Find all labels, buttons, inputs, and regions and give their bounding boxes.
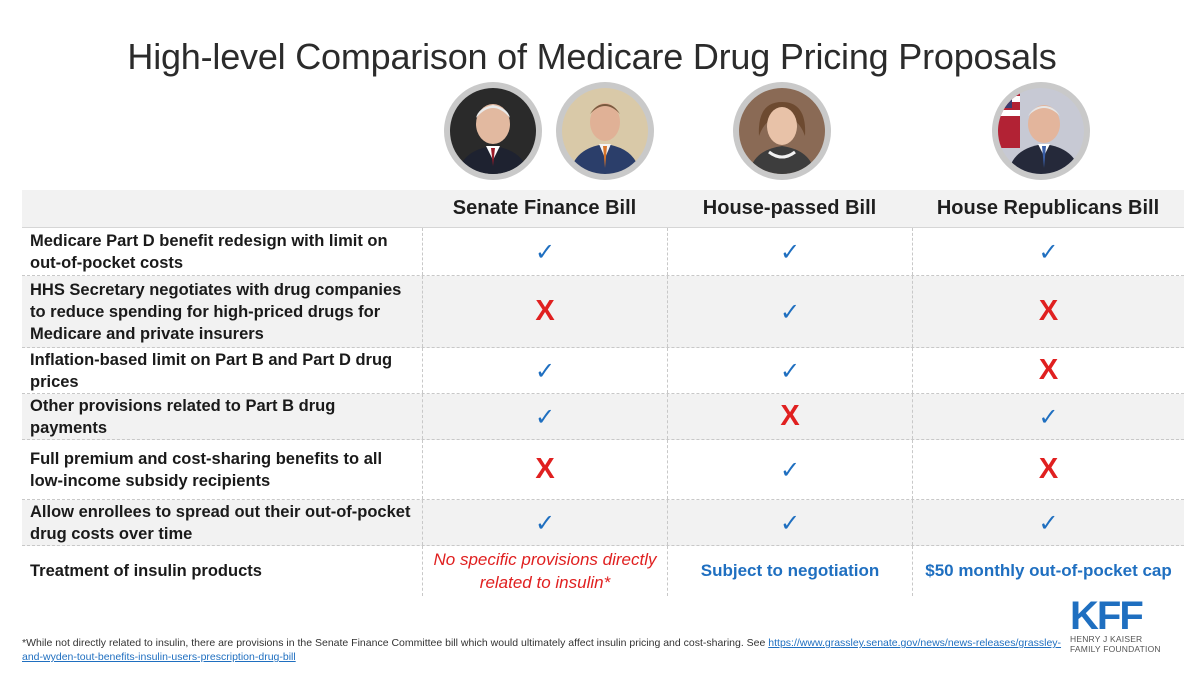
cell-text: No specific provisions directly related … — [422, 546, 667, 596]
cell-mark: X — [912, 440, 1184, 499]
cell-mark: X — [422, 276, 667, 347]
portrait-senator-1 — [444, 82, 542, 180]
cell-mark: X — [667, 394, 912, 439]
cell-mark: ✓ — [667, 348, 912, 393]
row-label: HHS Secretary negotiates with drug compa… — [30, 280, 402, 343]
table-row: Treatment of insulin products No specifi… — [22, 546, 1184, 596]
cell-mark: ✓ — [422, 394, 667, 439]
cell-mark: X — [422, 440, 667, 499]
cell-mark: ✓ — [422, 348, 667, 393]
table-row: Full premium and cost-sharing benefits t… — [22, 440, 1184, 500]
cell-mark: X — [912, 348, 1184, 393]
row-label: Inflation-based limit on Part B and Part… — [30, 350, 393, 391]
kff-logo: KFF HENRY J KAISER FAMILY FOUNDATION — [1070, 594, 1170, 654]
row-label: Allow enrollees to spread out their out-… — [30, 502, 411, 543]
table-row: Allow enrollees to spread out their out-… — [22, 500, 1184, 546]
check-icon: ✓ — [534, 402, 556, 431]
check-icon: ✓ — [534, 356, 556, 385]
x-icon: X — [1038, 354, 1059, 386]
check-icon: ✓ — [1038, 402, 1059, 431]
portrait-house-republican — [992, 82, 1090, 180]
table-row: Inflation-based limit on Part B and Part… — [22, 348, 1184, 394]
check-icon: ✓ — [1038, 237, 1059, 266]
footnote-text: *While not directly related to insulin, … — [22, 637, 769, 649]
person-photo-icon — [739, 88, 825, 174]
footnote: *While not directly related to insulin, … — [22, 636, 1062, 664]
cell-mark: ✓ — [667, 276, 912, 347]
kff-logo-line2: FAMILY FOUNDATION — [1070, 644, 1161, 654]
cell-text: Subject to negotiation — [667, 546, 912, 596]
check-icon: ✓ — [779, 237, 801, 266]
x-icon: X — [1038, 453, 1059, 485]
footnote-link[interactable]: https://www.grassley.senate.gov/news/new… — [22, 637, 1062, 663]
cell-text: $50 monthly out-of-pocket cap — [912, 546, 1184, 596]
check-icon: ✓ — [534, 237, 556, 266]
insulin-senate-text: No specific provisions directly related … — [433, 550, 657, 592]
check-icon: ✓ — [779, 455, 801, 484]
x-icon: X — [780, 400, 800, 432]
portrait-house-speaker — [733, 82, 831, 180]
table-row: Medicare Part D benefit redesign with li… — [22, 228, 1184, 276]
table-header-row: Senate Finance Bill House-passed Bill Ho… — [22, 190, 1184, 228]
cell-mark: ✓ — [667, 500, 912, 545]
table-row: HHS Secretary negotiates with drug compa… — [22, 276, 1184, 348]
person-photo-icon — [562, 88, 648, 174]
x-icon: X — [1038, 295, 1059, 327]
kff-logo-letters: KFF — [1070, 594, 1144, 638]
insulin-house-text: Subject to negotiation — [700, 561, 880, 580]
cell-mark: ✓ — [912, 500, 1184, 545]
column-header-house-republicans: House Republicans Bill — [936, 197, 1160, 219]
row-label: Other provisions related to Part B drug … — [30, 396, 336, 437]
cell-mark: ✓ — [422, 500, 667, 545]
page-title: High-level Comparison of Medicare Drug P… — [127, 36, 1057, 77]
cell-mark: ✓ — [912, 394, 1184, 439]
cell-mark: ✓ — [667, 228, 912, 275]
column-header-house-passed: House-passed Bill — [702, 197, 877, 219]
row-label: Treatment of insulin products — [30, 562, 262, 580]
check-icon: ✓ — [534, 508, 556, 537]
cell-mark: ✓ — [667, 440, 912, 499]
check-icon: ✓ — [779, 297, 801, 326]
cell-mark: X — [912, 276, 1184, 347]
person-photo-icon — [998, 88, 1084, 174]
row-label: Full premium and cost-sharing benefits t… — [30, 449, 383, 490]
cell-mark: ✓ — [422, 228, 667, 275]
cell-mark: ✓ — [912, 228, 1184, 275]
table-row: Other provisions related to Part B drug … — [22, 394, 1184, 440]
portrait-senator-2 — [556, 82, 654, 180]
column-header-senate-finance: Senate Finance Bill — [452, 197, 637, 219]
person-photo-icon — [450, 88, 536, 174]
kff-logo-line1: HENRY J KAISER — [1070, 634, 1143, 644]
insulin-republican-text: $50 monthly out-of-pocket cap — [925, 561, 1172, 580]
check-icon: ✓ — [779, 508, 801, 537]
check-icon: ✓ — [1038, 508, 1059, 537]
x-icon: X — [535, 453, 555, 485]
check-icon: ✓ — [779, 356, 801, 385]
row-label: Medicare Part D benefit redesign with li… — [30, 231, 388, 272]
x-icon: X — [535, 295, 555, 327]
